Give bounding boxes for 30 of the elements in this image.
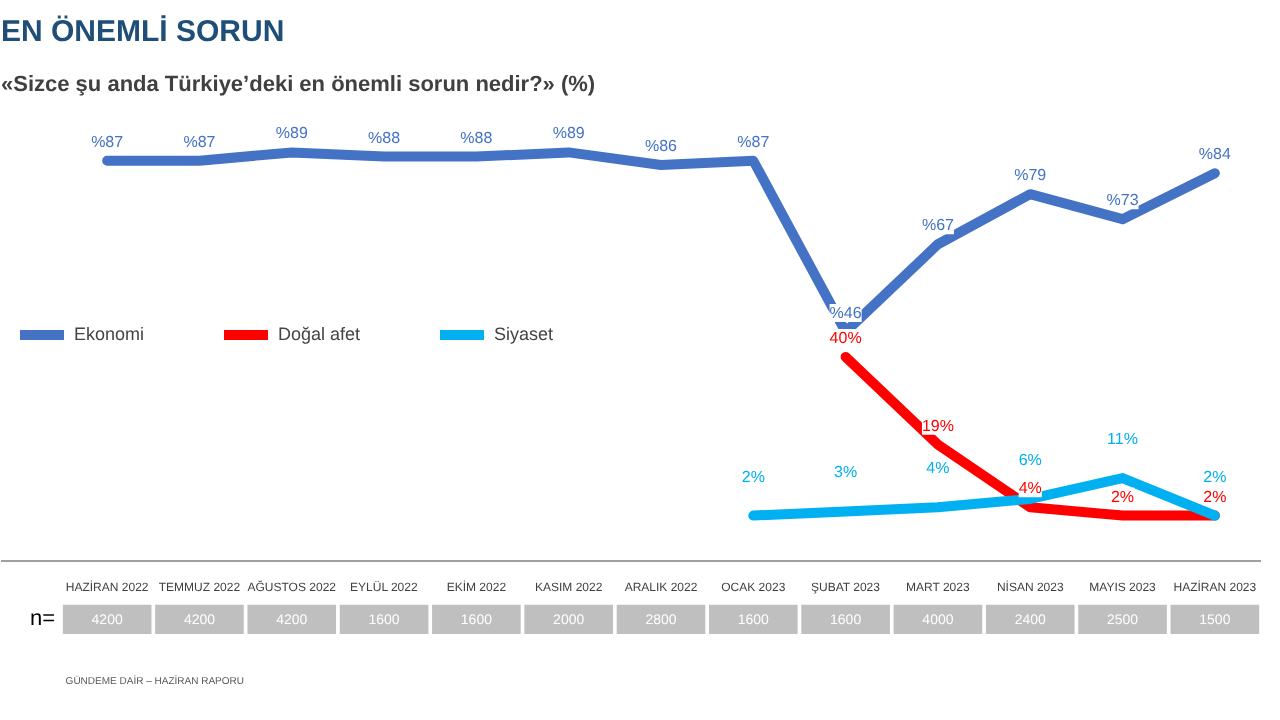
data-label: %67	[921, 216, 956, 235]
data-label: %73	[1106, 191, 1140, 210]
data-label: %87	[91, 132, 125, 151]
legend-label: Siyaset	[494, 323, 554, 343]
data-label: %88	[368, 128, 402, 147]
legend-label: Doğal afet	[278, 323, 361, 343]
data-label: 2%	[741, 467, 765, 486]
legend-label: Ekonomi	[74, 323, 145, 343]
data-label: %84	[1198, 145, 1232, 164]
chart-title: EN ÖNEMLİ SORUN	[1, 15, 285, 49]
data-label: %89	[552, 124, 586, 143]
data-label: 19%	[921, 416, 954, 435]
data-label: 4%	[1018, 479, 1042, 498]
data-label: %87	[737, 132, 771, 151]
data-label: %79	[1014, 166, 1048, 185]
data-label: 4%	[926, 459, 950, 478]
data-label: 2%	[1110, 487, 1135, 506]
data-label: 2%	[1203, 467, 1227, 486]
data-label: 2%	[1203, 487, 1227, 506]
data-label: %86	[644, 136, 679, 155]
text: n=	[29, 607, 56, 632]
data-label: %89	[275, 124, 309, 143]
data-label: %87	[183, 132, 217, 151]
data-label: 6%	[1018, 450, 1042, 469]
chart-subtitle: «Sizce şu anda Türkiye’deki en önemli sorun nedir?» (%)	[1, 73, 596, 97]
data-label: 11%	[1107, 430, 1138, 449]
data-label: 40%	[829, 328, 862, 347]
data-label: %88	[460, 128, 494, 147]
data-label: %46	[829, 303, 863, 322]
data-label: 3%	[834, 463, 858, 482]
